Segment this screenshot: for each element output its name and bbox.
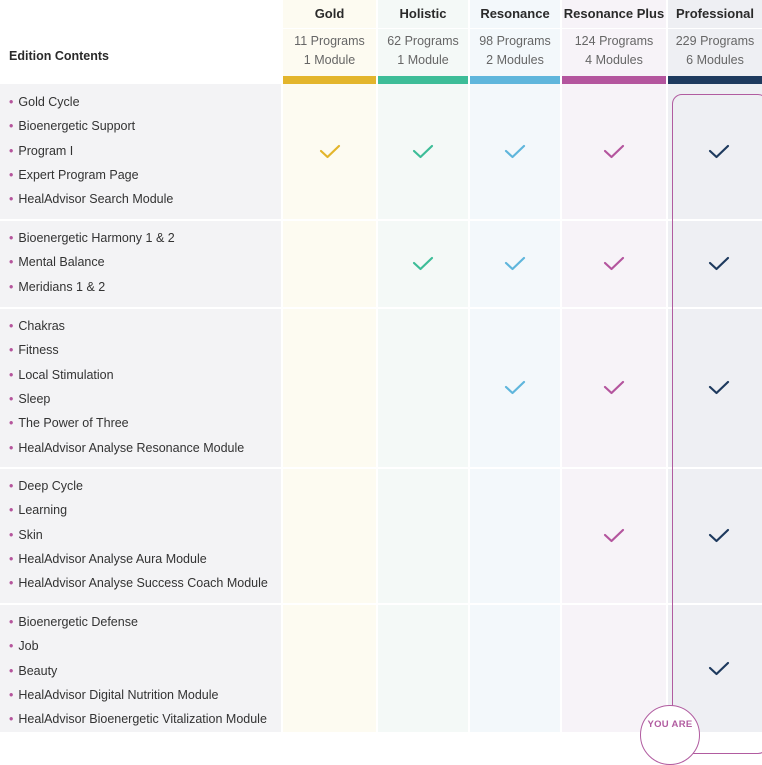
feature-item: Job [9,639,38,653]
feature-item: Program I [9,144,73,158]
feature-item: Fitness [9,343,58,357]
you-are-badge: YOU ARE [640,705,700,765]
check-icon [603,528,625,543]
group-separator [0,307,762,309]
check-icon [708,256,730,271]
selected-edition-frame [672,94,762,754]
feature-item: Skin [9,528,42,542]
edition-programs-gold: 11 Programs [294,34,365,48]
feature-item: Chakras [9,319,65,333]
column-background-professional [668,0,762,732]
edition-modules-resonance-plus: 4 Modules [585,53,643,67]
edition-modules-professional: 6 Modules [686,53,744,67]
feature-item: Deep Cycle [9,479,83,493]
edition-name-holistic: Holistic [399,6,447,21]
group-separator [0,603,762,605]
check-icon [603,380,625,395]
feature-item: The Power of Three [9,416,128,430]
edition-color-bar-holistic [378,76,468,84]
edition-name-resonance-plus: Resonance Plus [563,6,665,21]
check-icon [708,144,730,158]
edition-programs-resonance-plus: 124 Programs [574,34,654,48]
edition-programs-resonance: 98 Programs [479,34,551,48]
column-background-gold [283,0,376,732]
edition-modules-holistic: 1 Module [397,53,449,67]
edition-color-bar-resonance [470,76,560,84]
edition-programs-professional: 229 Programs [675,34,755,48]
check-icon [603,144,625,158]
feature-item: HealAdvisor Digital Nutrition Module [9,688,218,702]
feature-item: HealAdvisor Bioenergetic Vitalization Mo… [9,712,267,726]
feature-item: HealAdvisor Analyse Aura Module [9,552,206,566]
you-are-label: YOU ARE [647,719,693,730]
feature-item: HealAdvisor Analyse Success Coach Module [9,576,267,590]
feature-item: Mental Balance [9,255,104,269]
check-icon [504,256,526,271]
column-background-resonance-plus [562,0,666,732]
feature-item: HealAdvisor Analyse Resonance Module [9,441,244,455]
feature-item: Local Stimulation [9,368,113,382]
check-icon [603,256,625,271]
feature-item: Learning [9,503,67,517]
edition-name-resonance: Resonance [480,6,550,21]
check-icon [708,380,730,395]
edition-modules-resonance: 2 Modules [486,53,544,67]
check-icon [504,380,526,395]
edition-name-gold: Gold [314,6,345,21]
check-icon [708,661,730,675]
group-separator [0,467,762,469]
check-icon [708,528,730,543]
feature-item: Bioenergetic Support [9,119,135,133]
column-background-holistic [378,0,468,732]
edition-programs-holistic: 62 Programs [387,34,459,48]
feature-item: Gold Cycle [9,95,79,109]
feature-item: HealAdvisor Search Module [9,192,173,206]
edition-name-professional: Professional [675,6,755,21]
feature-item: Sleep [9,392,50,406]
edition-color-bar-professional [668,76,762,84]
edition-modules-gold: 1 Module [303,53,356,67]
feature-item: Bioenergetic Defense [9,615,138,629]
feature-item: Beauty [9,664,57,678]
edition-contents-label: Edition Contents [9,49,109,63]
feature-item: Meridians 1 & 2 [9,280,105,294]
column-background-resonance [470,0,560,732]
group-separator [0,219,762,221]
check-icon [504,144,526,158]
check-icon [319,144,341,158]
check-icon [412,256,434,271]
feature-item: Bioenergetic Harmony 1 & 2 [9,231,174,245]
header-separator [0,28,762,29]
check-icon [412,144,434,158]
edition-color-bar-gold [283,76,376,84]
edition-color-bar-resonance-plus [562,76,666,84]
feature-item: Expert Program Page [9,168,138,182]
